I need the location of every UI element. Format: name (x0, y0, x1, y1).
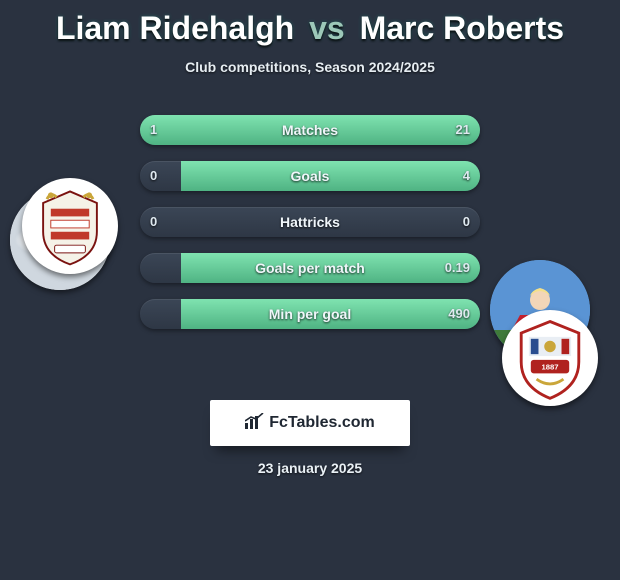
stat-value-right: 0.19 (445, 253, 470, 283)
stat-row: 0Hattricks0 (140, 207, 480, 237)
comparison-title: Liam Ridehalgh vs Marc Roberts (0, 0, 620, 47)
stat-row: Min per goal490 (140, 299, 480, 329)
stat-label: Min per goal (140, 299, 480, 329)
stat-value-right: 490 (448, 299, 470, 329)
stat-row: Goals per match0.19 (140, 253, 480, 283)
stat-value-right: 21 (456, 115, 470, 145)
player1-name: Liam Ridehalgh (56, 10, 294, 46)
snapshot-date: 23 january 2025 (0, 460, 620, 476)
player2-club-crest: 1887 (502, 310, 598, 406)
player2-name: Marc Roberts (360, 10, 565, 46)
stat-value-right: 0 (463, 207, 470, 237)
stat-value-right: 4 (463, 161, 470, 191)
stat-label: Goals (140, 161, 480, 191)
brand-text: FcTables.com (269, 414, 375, 432)
stat-label: Hattricks (140, 207, 480, 237)
stat-row: 1Matches21 (140, 115, 480, 145)
stat-label: Matches (140, 115, 480, 145)
vs-label: vs (309, 10, 345, 46)
chart-icon (245, 413, 265, 434)
stat-label: Goals per match (140, 253, 480, 283)
stat-rows: 1Matches210Goals40Hattricks0Goals per ma… (140, 115, 480, 345)
svg-text:1887: 1887 (541, 363, 558, 372)
brand-badge: FcTables.com (210, 400, 410, 446)
player1-club-crest (22, 178, 118, 274)
stat-row: 0Goals4 (140, 161, 480, 191)
season-subtitle: Club competitions, Season 2024/2025 (0, 59, 620, 75)
